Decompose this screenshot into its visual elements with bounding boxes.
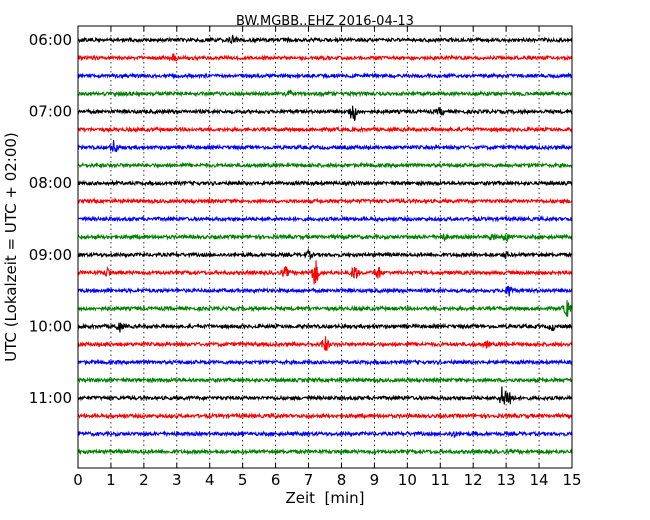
x-tick-label: 9: [370, 471, 380, 489]
x-tick-label: 8: [337, 471, 347, 489]
x-tick-label: 5: [238, 471, 248, 489]
grid-lines: [110, 26, 540, 468]
y-tick-label: 08:00: [29, 174, 72, 192]
trace-line: [77, 386, 573, 405]
trace-line: [77, 260, 573, 285]
trace-line: [77, 139, 573, 153]
trace-line: [77, 232, 573, 243]
trace-line: [77, 34, 573, 45]
trace-line: [77, 248, 573, 261]
y-tick-label: 06:00: [29, 31, 72, 49]
y-tick-label: 11:00: [29, 389, 72, 407]
seismic-traces: [77, 34, 573, 456]
trace-line: [77, 215, 573, 223]
x-tick-label: 7: [304, 471, 314, 489]
x-tick-label: 10: [398, 471, 417, 489]
x-tick-label: 15: [562, 471, 581, 489]
trace-line: [77, 412, 573, 420]
trace-line: [77, 376, 573, 384]
x-tick-label: 0: [73, 471, 83, 489]
x-tick-label: 4: [205, 471, 215, 489]
trace-line: [77, 358, 573, 366]
y-axis: 06:00 07:00 08:00 09:00 10:00 11:00: [29, 31, 572, 407]
trace-line: [77, 430, 573, 439]
trace-line: [77, 161, 573, 170]
trace-line: [77, 125, 573, 134]
trace-line: [77, 322, 573, 333]
trace-line: [77, 179, 573, 187]
chart-title: BW.MGBB..EHZ 2016-04-13: [236, 14, 414, 29]
x-tick-label: 6: [271, 471, 281, 489]
trace-line: [77, 53, 573, 63]
x-tick-label: 14: [530, 471, 549, 489]
y-tick-label: 07:00: [29, 103, 72, 121]
trace-line: [77, 105, 573, 121]
trace-line: [77, 336, 573, 351]
x-tick-label: 12: [464, 471, 483, 489]
y-axis-label: UTC (Lokalzeit = UTC + 02:00): [2, 132, 20, 362]
trace-line: [77, 197, 573, 205]
trace-line: [77, 71, 573, 80]
x-tick-label: 2: [139, 471, 149, 489]
x-tick-label: 13: [497, 471, 516, 489]
x-axis: 0 1 2 3 4 5 6 7 8 9 10 11 12 13 14 15: [73, 26, 582, 489]
plot-frame: [77, 25, 573, 469]
y-tick-label: 10:00: [29, 317, 72, 335]
trace-line: [77, 300, 573, 318]
x-tick-label: 1: [106, 471, 116, 489]
x-axis-label: Zeit [min]: [285, 489, 364, 507]
trace-line: [77, 285, 573, 297]
x-tick-label: 11: [431, 471, 450, 489]
y-tick-label: 09:00: [29, 246, 72, 264]
trace-line: [77, 89, 573, 98]
trace-line: [77, 447, 573, 456]
x-tick-label: 3: [172, 471, 182, 489]
